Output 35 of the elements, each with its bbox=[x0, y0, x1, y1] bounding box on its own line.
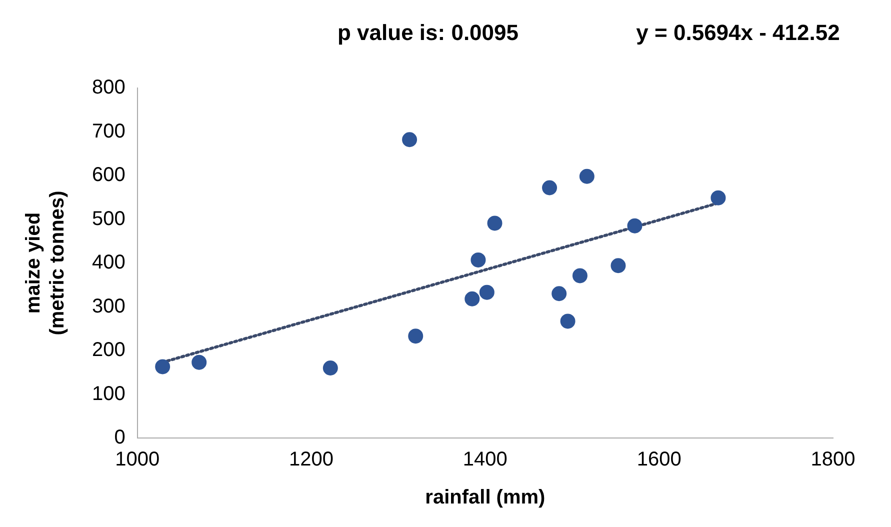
y-tick-label: 400 bbox=[92, 252, 126, 274]
point bbox=[464, 291, 480, 306]
x-tick-label: 1800 bbox=[810, 448, 856, 471]
text: y = 0.5694x - 412.52 bbox=[636, 20, 840, 46]
x-axis-title: rainfall (mm) bbox=[425, 486, 546, 509]
point bbox=[402, 132, 418, 148]
point bbox=[487, 216, 502, 231]
y-tick-label: 300 bbox=[92, 295, 126, 318]
x-tick-label: 1000 bbox=[115, 448, 160, 471]
point bbox=[710, 190, 726, 206]
x-tick-label: 1600 bbox=[636, 448, 682, 471]
x-tick-label: 1200 bbox=[289, 448, 334, 471]
point bbox=[192, 354, 207, 370]
point bbox=[552, 286, 567, 302]
point bbox=[579, 168, 594, 184]
point bbox=[610, 258, 626, 274]
point bbox=[470, 252, 486, 268]
point bbox=[479, 284, 494, 300]
y-axis-title: maize yied (metric tonnes) bbox=[22, 190, 69, 336]
point bbox=[627, 218, 642, 234]
text: p value is: 0.0095 bbox=[338, 20, 518, 46]
point bbox=[408, 328, 424, 344]
x-tick-label: 1400 bbox=[462, 448, 508, 471]
y-tick-label: 700 bbox=[92, 120, 126, 142]
y-tick-label: 600 bbox=[92, 164, 126, 186]
point bbox=[322, 360, 338, 376]
y-tick-label: 100 bbox=[92, 382, 126, 405]
point bbox=[572, 268, 588, 284]
point bbox=[542, 180, 558, 196]
y-tick-label: 0 bbox=[114, 426, 126, 449]
y-tick-label: 200 bbox=[92, 339, 126, 362]
y-tick-label: 800 bbox=[92, 76, 126, 99]
point bbox=[560, 314, 576, 329]
point bbox=[155, 359, 170, 374]
y-tick-label: 500 bbox=[92, 208, 126, 230]
